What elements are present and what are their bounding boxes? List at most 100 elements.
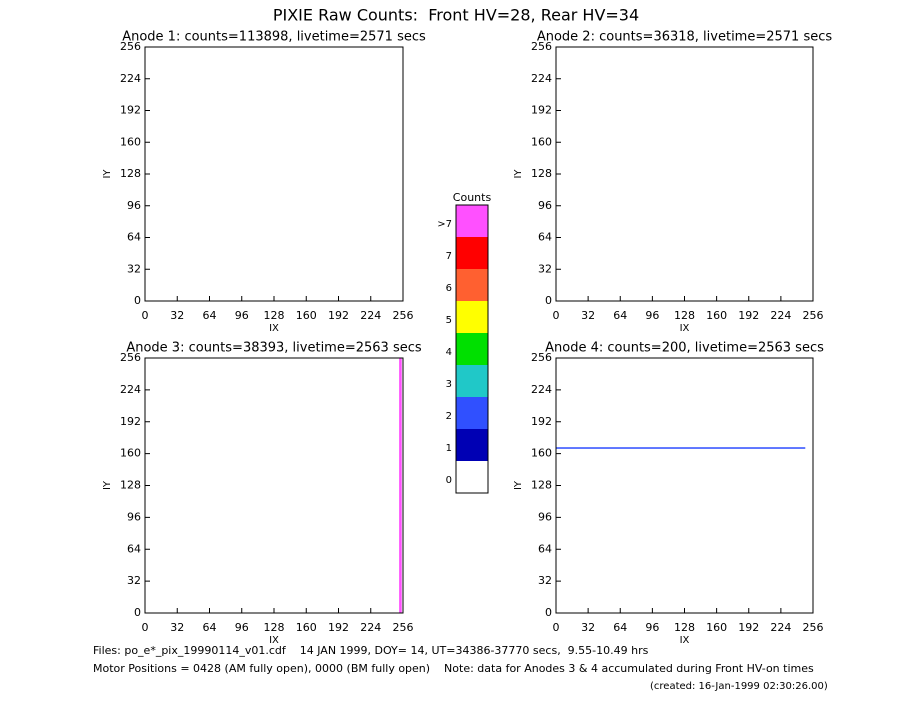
x-axis-label: IX <box>269 635 279 646</box>
image <box>556 447 806 449</box>
panel: Anode 1: counts=113898, livetime=2571 se… <box>102 30 426 335</box>
y-tick-label: 256 <box>531 40 552 53</box>
y-tick-label: 0 <box>134 294 141 307</box>
x-tick-label: 256 <box>393 621 414 634</box>
x-tick-label: 192 <box>328 621 349 634</box>
image-texture <box>556 47 813 301</box>
x-tick-label: 96 <box>235 309 249 322</box>
image <box>556 47 813 301</box>
colorbar-swatch <box>456 205 488 237</box>
y-tick-label: 160 <box>531 447 552 460</box>
colorbar-label: >7 <box>437 219 452 230</box>
x-tick-label: 192 <box>738 621 759 634</box>
y-tick-label: 192 <box>120 104 141 117</box>
panel-title: Anode 4: counts=200, livetime=2563 secs <box>545 341 824 356</box>
x-tick-label: 64 <box>613 309 627 322</box>
y-tick-label: 128 <box>531 167 552 180</box>
colorbar-title: Counts <box>453 191 492 204</box>
colorbar-swatch <box>456 237 488 269</box>
x-tick-label: 192 <box>738 309 759 322</box>
y-tick-label: 128 <box>531 479 552 492</box>
y-tick-label: 192 <box>531 104 552 117</box>
x-tick-label: 0 <box>142 621 149 634</box>
colorbar-swatch <box>456 365 488 397</box>
y-tick-label: 160 <box>120 447 141 460</box>
footer-motor: Motor Positions = 0428 (AM fully open), … <box>93 662 814 675</box>
y-tick-label: 160 <box>531 135 552 148</box>
y-tick-label: 224 <box>531 383 552 396</box>
x-tick-label: 160 <box>296 621 317 634</box>
colorbar-label: 4 <box>446 347 452 358</box>
y-tick-label: 32 <box>538 262 552 275</box>
figure-title: PIXIE Raw Counts: Front HV=28, Rear HV=3… <box>273 6 639 25</box>
y-tick-label: 224 <box>531 72 552 85</box>
colorbar: Counts 0 1 2 3 4 5 6 7 >7 <box>437 191 492 494</box>
y-tick-label: 224 <box>120 383 141 396</box>
colorbar-label: 0 <box>446 475 452 486</box>
x-tick-label: 0 <box>553 309 560 322</box>
x-tick-label: 256 <box>803 309 824 322</box>
panel-title: Anode 3: counts=38393, livetime=2563 sec… <box>126 341 422 356</box>
x-tick-label: 128 <box>264 621 285 634</box>
x-tick-label: 64 <box>203 309 217 322</box>
y-tick-label: 0 <box>545 606 552 619</box>
y-tick-label: 128 <box>120 167 141 180</box>
image-texture <box>399 358 402 613</box>
panel: Anode 4: counts=200, livetime=2563 secs 0… <box>513 341 824 647</box>
x-tick-label: 128 <box>674 621 695 634</box>
y-axis-label: IY <box>513 169 524 179</box>
y-tick-label: 32 <box>127 262 141 275</box>
x-tick-label: 128 <box>264 309 285 322</box>
image-texture <box>556 447 806 449</box>
x-tick-label: 96 <box>645 621 659 634</box>
x-tick-label: 224 <box>770 621 791 634</box>
image-texture <box>145 47 403 301</box>
x-tick-label: 32 <box>581 621 595 634</box>
x-tick-label: 128 <box>674 309 695 322</box>
x-tick-label: 0 <box>553 621 560 634</box>
x-tick-label: 64 <box>613 621 627 634</box>
y-tick-label: 32 <box>538 574 552 587</box>
x-tick-label: 256 <box>393 309 414 322</box>
y-tick-label: 256 <box>120 40 141 53</box>
y-tick-label: 96 <box>127 510 141 523</box>
colorbar-swatch <box>456 301 488 333</box>
x-tick-label: 224 <box>770 309 791 322</box>
x-axis-label: IX <box>680 635 690 646</box>
y-tick-label: 192 <box>531 415 552 428</box>
colorbar-swatch <box>456 461 488 493</box>
y-tick-label: 0 <box>134 606 141 619</box>
x-tick-label: 0 <box>142 309 149 322</box>
panel-title: Anode 2: counts=36318, livetime=2571 sec… <box>537 30 833 45</box>
y-tick-label: 64 <box>538 231 552 244</box>
x-tick-label: 160 <box>706 309 727 322</box>
x-tick-label: 64 <box>203 621 217 634</box>
x-tick-label: 256 <box>803 621 824 634</box>
x-tick-label: 224 <box>360 621 381 634</box>
y-tick-label: 32 <box>127 574 141 587</box>
colorbar-frame <box>455 204 489 494</box>
colorbar-swatch <box>456 429 488 461</box>
colorbar-swatch <box>456 397 488 429</box>
y-axis-label: IY <box>513 480 524 490</box>
x-tick-label: 32 <box>170 621 184 634</box>
x-tick-label: 224 <box>360 309 381 322</box>
x-axis-label: IX <box>269 323 279 334</box>
panels: Anode 1: counts=113898, livetime=2571 se… <box>102 30 832 647</box>
y-tick-label: 224 <box>120 72 141 85</box>
y-tick-label: 160 <box>120 135 141 148</box>
plot-frame <box>144 357 404 614</box>
x-tick-label: 192 <box>328 309 349 322</box>
colorbar-label: 3 <box>446 379 452 390</box>
y-tick-label: 0 <box>545 294 552 307</box>
panel: Anode 3: counts=38393, livetime=2563 sec… <box>102 341 422 647</box>
image <box>399 358 402 613</box>
colorbar-swatch <box>456 269 488 301</box>
y-tick-label: 192 <box>120 415 141 428</box>
colorbar-label: 1 <box>446 443 452 454</box>
y-axis-label: IY <box>102 480 113 490</box>
y-tick-label: 96 <box>538 510 552 523</box>
plot-frame <box>555 357 814 614</box>
panel-title: Anode 1: counts=113898, livetime=2571 se… <box>122 30 426 45</box>
